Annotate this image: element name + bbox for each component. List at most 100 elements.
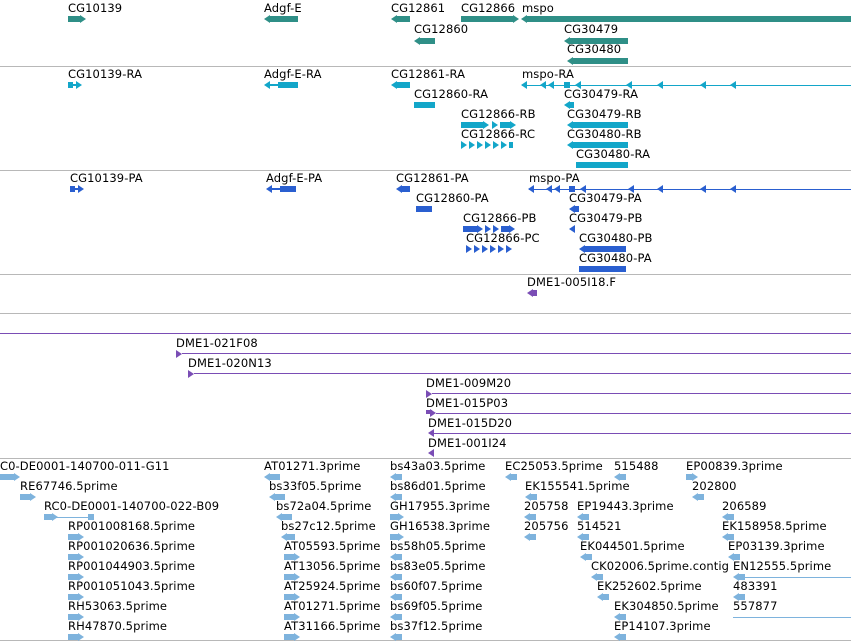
feature-label[interactable]: 202800 — [692, 479, 737, 493]
feature-label[interactable]: RC0-DE0001-140700-022-B09 — [44, 499, 220, 513]
est-glyph[interactable] — [390, 514, 398, 520]
feature-label[interactable]: CG30479-PA — [569, 191, 642, 205]
feature-label[interactable]: Adgf-E-PA — [266, 171, 323, 185]
est-glyph[interactable] — [287, 534, 295, 540]
feature-glyph[interactable] — [269, 16, 298, 22]
est-glyph[interactable] — [68, 554, 78, 560]
feature-label[interactable]: 483391 — [733, 579, 778, 593]
est-glyph[interactable] — [270, 474, 280, 480]
feature-glyph[interactable] — [575, 206, 579, 212]
feature-glyph[interactable] — [68, 16, 80, 22]
feature-label[interactable]: Adgf-E — [264, 1, 302, 15]
feature-label[interactable]: CG30480 — [567, 42, 622, 56]
feature-label[interactable]: AT01271.3prime — [264, 459, 361, 473]
feature-label[interactable]: CG30479-RA — [564, 87, 639, 101]
feature-label[interactable]: CG30480-RB — [567, 127, 642, 141]
feature-glyph[interactable] — [70, 186, 75, 192]
feature-label[interactable]: EK044501.5prime — [580, 539, 685, 553]
feature-label[interactable]: EK155541.5prime — [525, 479, 630, 493]
feature-glyph[interactable] — [461, 16, 513, 22]
est-glyph[interactable] — [739, 594, 745, 600]
est-glyph[interactable] — [583, 534, 589, 540]
feature-label[interactable]: bs27c12.5prime — [281, 519, 376, 533]
feature-label[interactable]: EK304850.5prime — [614, 599, 719, 613]
feature-label[interactable]: bs33f05.5prime — [269, 479, 362, 493]
feature-glyph[interactable] — [416, 206, 432, 212]
est-glyph[interactable] — [620, 474, 626, 480]
feature-label[interactable]: RH53063.5prime — [68, 599, 168, 613]
feature-label[interactable]: CG12861 — [391, 1, 446, 15]
feature-label[interactable]: C0-DE0001-140700-011-G11 — [0, 459, 170, 473]
feature-label[interactable]: CK02006.5prime.contig — [591, 559, 730, 573]
feature-glyph[interactable] — [402, 186, 410, 192]
feature-glyph[interactable] — [426, 410, 432, 414]
feature-label[interactable]: bs60f07.5prime — [390, 579, 483, 593]
feature-label[interactable]: CG30480-PA — [579, 251, 652, 265]
feature-label[interactable]: Adgf-E-RA — [264, 67, 322, 81]
feature-label[interactable]: DME1-020N13 — [188, 356, 272, 370]
feature-label[interactable]: CG12866-PC — [466, 231, 540, 245]
est-glyph[interactable] — [68, 574, 78, 580]
feature-label[interactable]: RP001051043.5prime — [68, 579, 196, 593]
est-glyph[interactable] — [739, 574, 745, 580]
feature-glyph[interactable] — [579, 266, 626, 272]
est-glyph[interactable] — [68, 634, 78, 640]
feature-glyph[interactable] — [396, 16, 410, 22]
feature-label[interactable]: AT01271.5prime — [284, 599, 381, 613]
feature-glyph[interactable] — [461, 122, 483, 128]
feature-glyph[interactable] — [573, 122, 628, 128]
feature-label[interactable]: DME1-009M20 — [426, 376, 512, 390]
feature-label[interactable]: DME1-005I18.F — [527, 275, 617, 289]
feature-label[interactable]: CG12860-RA — [414, 87, 489, 101]
est-glyph[interactable] — [282, 514, 292, 520]
est-glyph[interactable] — [583, 514, 589, 520]
feature-label[interactable]: mspo-RA — [522, 67, 574, 81]
est-glyph[interactable] — [390, 534, 398, 540]
est-glyph[interactable] — [620, 614, 626, 620]
feature-label[interactable]: DME1-015P03 — [426, 396, 509, 410]
est-glyph[interactable] — [728, 514, 734, 520]
feature-label[interactable]: GH17955.3prime — [390, 499, 491, 513]
feature-label[interactable]: CG12861-PA — [396, 171, 469, 185]
feature-label[interactable]: GH16538.3prime — [390, 519, 491, 533]
feature-glyph[interactable] — [509, 142, 513, 148]
feature-glyph[interactable] — [463, 226, 477, 232]
est-glyph[interactable] — [284, 554, 294, 560]
feature-label[interactable]: 205758 — [524, 499, 569, 513]
feature-glyph[interactable] — [572, 58, 628, 64]
est-glyph[interactable] — [68, 594, 78, 600]
est-glyph[interactable] — [284, 574, 294, 580]
feature-label[interactable]: AT13056.5prime — [284, 559, 381, 573]
feature-label[interactable]: RP001008168.5prime — [68, 519, 196, 533]
est-glyph[interactable] — [284, 614, 294, 620]
feature-glyph[interactable] — [73, 84, 76, 86]
feature-label[interactable]: CG12866 — [461, 1, 516, 15]
feature-glyph[interactable] — [270, 84, 278, 86]
feature-glyph[interactable] — [576, 162, 628, 168]
feature-label[interactable]: CG12866-RB — [461, 107, 536, 121]
feature-label[interactable]: CG10139 — [68, 1, 123, 15]
feature-label[interactable]: 557877 — [733, 599, 778, 613]
feature-label[interactable]: CG30480-PB — [579, 231, 653, 245]
feature-label[interactable]: AT25924.5prime — [284, 579, 381, 593]
feature-glyph[interactable] — [527, 16, 851, 22]
est-glyph[interactable] — [44, 514, 52, 520]
est-glyph[interactable] — [396, 554, 402, 560]
feature-label[interactable]: CG30479-PB — [569, 211, 643, 225]
est-glyph[interactable] — [68, 534, 78, 540]
feature-label[interactable]: DME1-021F08 — [176, 336, 258, 350]
feature-glyph[interactable] — [533, 290, 537, 296]
feature-label[interactable]: bs83e05.5prime — [390, 559, 486, 573]
est-glyph[interactable] — [698, 494, 704, 500]
est-glyph[interactable] — [396, 634, 402, 640]
est-glyph[interactable] — [734, 554, 740, 560]
est-glyph[interactable] — [396, 474, 402, 480]
feature-label[interactable]: CG12861-RA — [391, 67, 466, 81]
feature-label[interactable]: EP00839.3prime — [686, 459, 783, 473]
feature-glyph[interactable] — [396, 82, 410, 88]
est-glyph[interactable] — [88, 514, 94, 520]
feature-glyph[interactable] — [75, 188, 78, 190]
feature-glyph[interactable] — [272, 188, 280, 190]
feature-label[interactable]: DME1-015D20 — [428, 416, 513, 430]
feature-glyph[interactable] — [569, 38, 628, 44]
